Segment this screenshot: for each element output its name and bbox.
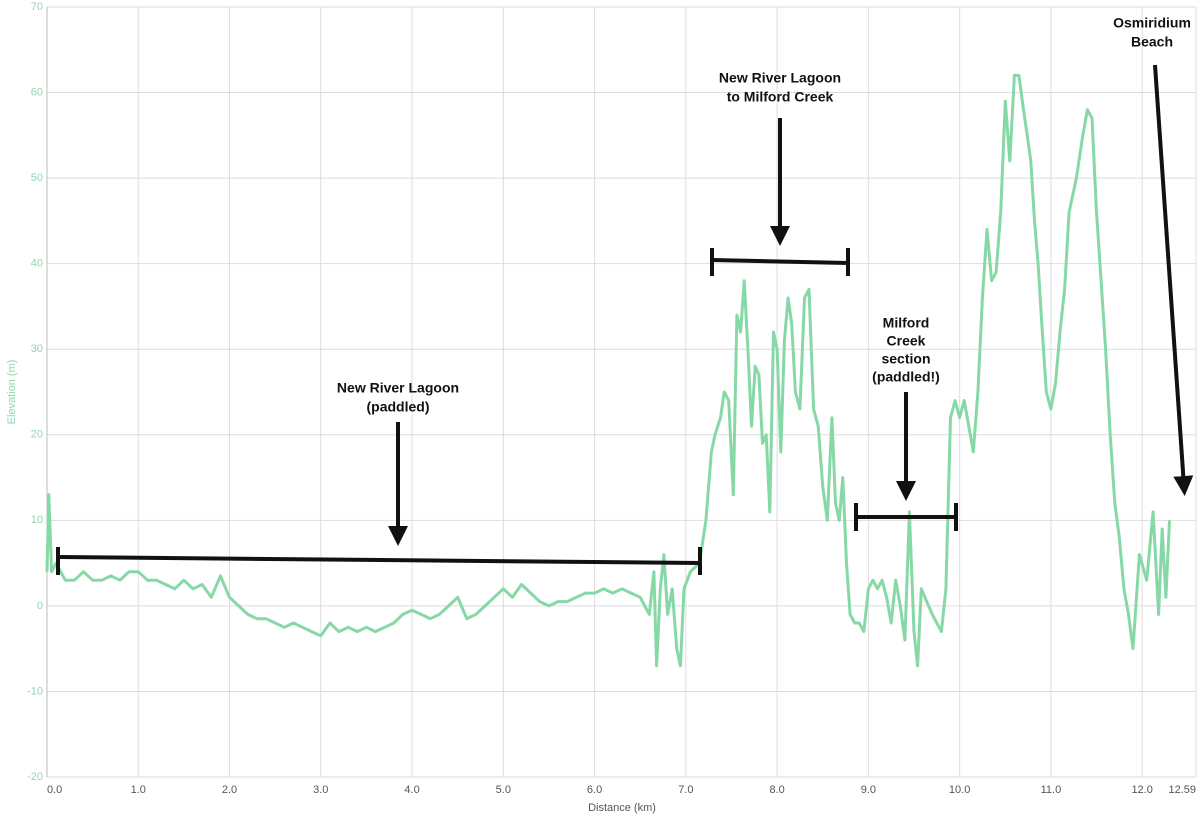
x-tick-label: 7.0 xyxy=(678,784,693,796)
annotation: New River Lagoon (paddled) xyxy=(56,380,702,575)
y-tick-label: -10 xyxy=(27,685,43,697)
elevation-line xyxy=(45,73,1171,668)
x-tick-label: 4.0 xyxy=(404,784,419,796)
range-bar xyxy=(57,555,701,565)
x-axis-title: Distance (km) xyxy=(588,802,656,814)
y-tick-label: -20 xyxy=(27,771,43,783)
x-tick-label: 1.0 xyxy=(131,784,146,796)
y-tick-label: 60 xyxy=(31,86,43,98)
y-tick-label: 30 xyxy=(31,343,43,355)
y-tick-label: 50 xyxy=(31,172,43,184)
annotation: Milford Creek section (paddled!) xyxy=(854,315,958,531)
y-tick-label: 70 xyxy=(31,1,43,13)
annotation: Osmiridium Beach xyxy=(1113,15,1194,496)
x-tick-label: 8.0 xyxy=(769,784,784,796)
annotation-text: Milford xyxy=(883,315,930,331)
annotation-arrow xyxy=(1153,64,1194,496)
annotation-text: Osmiridium xyxy=(1113,15,1191,31)
x-tick-label: 3.0 xyxy=(313,784,328,796)
x-tick-label: 6.0 xyxy=(587,784,602,796)
x-tick-label: 5.0 xyxy=(496,784,511,796)
x-tick-label: 0.0 xyxy=(47,784,62,796)
y-tick-label: 0 xyxy=(37,600,43,612)
x-tick-label: 12.0 xyxy=(1131,784,1152,796)
y-tick-label: 40 xyxy=(31,258,43,270)
range-bar xyxy=(711,258,849,265)
annotation-text: New River Lagoon xyxy=(337,380,459,396)
annotation: New River Lagoon to Milford Creek xyxy=(710,70,850,276)
annotation-text: New River Lagoon xyxy=(719,70,841,86)
annotation-text: Beach xyxy=(1131,34,1173,50)
x-tick-label: 11.0 xyxy=(1041,784,1062,796)
annotation-text: Creek xyxy=(887,333,926,349)
x-tick-label: 2.0 xyxy=(222,784,237,796)
annotation-text: to Milford Creek xyxy=(727,89,834,105)
annotation-text: (paddled!) xyxy=(872,369,940,385)
x-tick-label: 10.0 xyxy=(949,784,970,796)
x-tick-label: 12.59 xyxy=(1168,784,1196,796)
y-tick-label: 20 xyxy=(31,429,43,441)
x-tick-label: 9.0 xyxy=(861,784,876,796)
annotation-text: section xyxy=(881,351,930,367)
y-axis-title: Elevation (m) xyxy=(6,360,18,425)
annotation-text: (paddled) xyxy=(367,399,430,415)
y-tick-label: 10 xyxy=(31,514,43,526)
